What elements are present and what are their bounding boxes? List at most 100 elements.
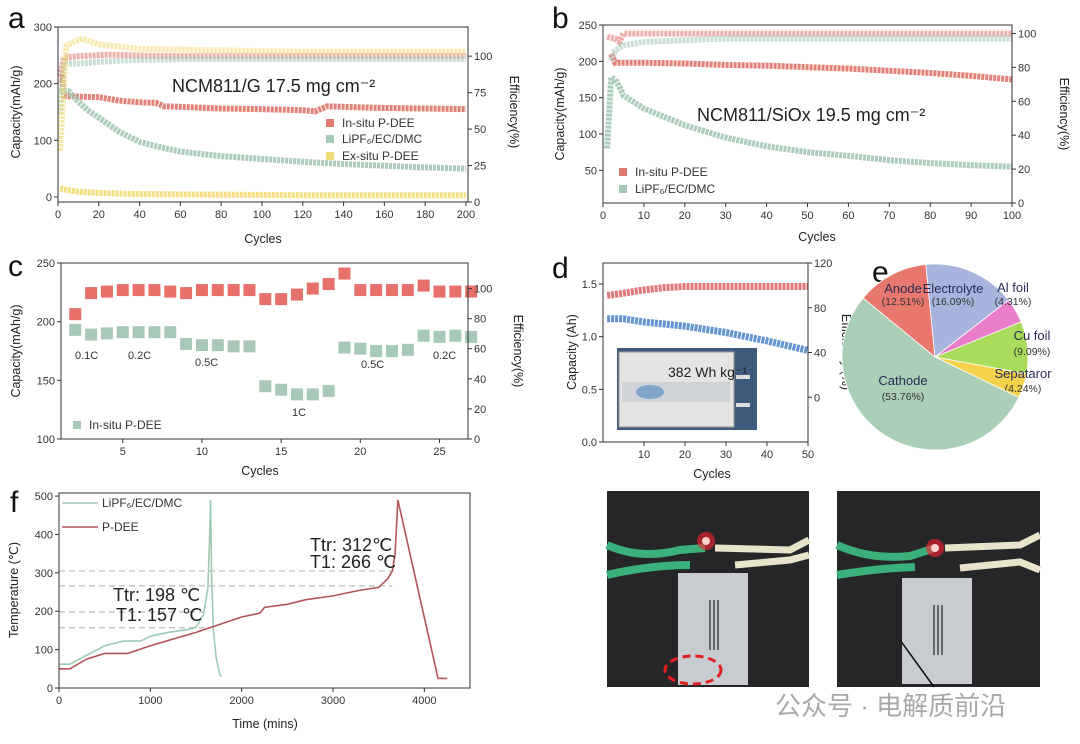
y-tick-label: 100: [35, 645, 53, 657]
x-axis-label: Cycles: [798, 230, 836, 244]
x-tick-label: 4000: [412, 695, 436, 707]
x-tick-label: 40: [761, 449, 773, 461]
panel-letter: a: [8, 2, 25, 35]
x-tick-label: 0: [56, 695, 62, 707]
data-point: [338, 267, 351, 280]
series-line: [59, 499, 448, 680]
legend-marker: [326, 135, 334, 143]
series-markers: [606, 30, 1012, 47]
legend-marker: [619, 168, 627, 176]
annotation: 1C: [292, 407, 306, 419]
y2-tick-label: 0: [474, 434, 480, 446]
legend-marker: [619, 185, 627, 193]
legend-label: In-situ P-DEE: [635, 165, 708, 179]
y-tick-label: 0.0: [582, 437, 597, 449]
legend-marker: [73, 421, 81, 429]
data-point: [227, 340, 240, 353]
x-tick-label: 50: [802, 449, 814, 461]
y-tick-label: 200: [37, 317, 55, 329]
data-point: [243, 340, 256, 353]
data-point: [164, 326, 177, 339]
annotation: 0.1C: [75, 350, 98, 362]
data-point: [465, 330, 478, 343]
series-markers: [57, 56, 466, 115]
x-tick-label: 30: [720, 449, 732, 461]
annotation: 0.2C: [433, 350, 456, 362]
data-point: [195, 284, 208, 297]
x-tick-label: 25: [433, 446, 445, 458]
data-point: [417, 329, 430, 342]
data-point: [259, 293, 272, 306]
data-point: [259, 380, 272, 393]
x-axis-label: Time (mins): [232, 717, 298, 731]
data-point: [322, 384, 335, 397]
y2-tick-label: 40: [814, 348, 826, 360]
y-tick-label: 0: [47, 683, 53, 695]
data-point: [243, 284, 256, 297]
panel-letter: c: [8, 250, 23, 283]
y-tick-label: 100: [579, 129, 597, 141]
pie-label: Sepataror: [994, 366, 1052, 381]
x-tick-label: 120: [294, 209, 312, 221]
x-tick-label: 20: [679, 210, 691, 222]
x-tick-label: 1000: [138, 695, 162, 707]
y-tick-label: 100: [34, 135, 52, 147]
pie-label: Anode: [884, 281, 922, 296]
x-tick-label: 50: [801, 210, 813, 222]
y-tick-label: 0: [46, 192, 52, 204]
x-tick-label: 10: [638, 449, 650, 461]
y-tick-label: 200: [35, 606, 53, 618]
data-point: [164, 285, 177, 298]
y-tick-label: 1.5: [582, 279, 597, 291]
annotation: Ttr: 312℃: [310, 535, 392, 555]
x-tick-label: 0: [600, 210, 606, 222]
pie-percent: (9.09%): [1014, 346, 1051, 358]
y-tick-label: 250: [579, 20, 597, 32]
data-point: [306, 282, 319, 295]
data-point: [211, 284, 224, 297]
x-tick-label: 140: [334, 209, 352, 221]
y2-tick-label: 60: [474, 344, 486, 356]
y2-axis-label: Efficiency(%): [511, 315, 525, 388]
annotation: NCM811/G 17.5 mg cm⁻²: [172, 76, 375, 96]
y-tick-label: 1.0: [582, 332, 597, 344]
data-point: [306, 388, 319, 401]
data-point: [132, 284, 145, 297]
pie-percent: (4.31%): [995, 296, 1032, 308]
nail-test-photo-before: [605, 491, 811, 687]
data-point: [85, 328, 98, 341]
x-tick-label: 30: [720, 210, 732, 222]
x-tick-label: 15: [275, 446, 287, 458]
y-axis-label: Capacity(mAh/g): [9, 304, 23, 397]
data-point: [132, 326, 145, 339]
y-tick-label: 400: [35, 529, 53, 541]
x-tick-label: 80: [924, 210, 936, 222]
annotation: T1: 266 ℃: [310, 552, 396, 572]
y2-tick-label: 60: [1018, 96, 1030, 108]
watermark: 公众号 · 电解质前沿: [775, 691, 1006, 721]
y2-tick-label: 20: [474, 404, 486, 416]
series-markers: [608, 52, 1013, 83]
y-tick-label: 250: [37, 258, 55, 270]
data-point: [148, 326, 161, 339]
legend-label: LiPF₆/EC/DMC: [635, 182, 716, 196]
data-point: [69, 308, 82, 321]
data-point: [290, 388, 303, 401]
y2-tick-label: 100: [474, 51, 492, 63]
data-point: [370, 345, 383, 357]
series-markers: [604, 72, 1013, 170]
x-tick-label: 0: [55, 209, 61, 221]
legend-label: In-situ P-DEE: [89, 418, 162, 432]
y-axis-label: Capacity(mAh/g): [9, 65, 23, 158]
y2-tick-label: 40: [474, 374, 486, 386]
x-axis-label: Cycles: [244, 232, 282, 246]
data-point: [401, 343, 414, 356]
legend-marker: [326, 119, 334, 127]
plot-frame: [58, 492, 471, 689]
data-point: [116, 326, 129, 339]
x-tick-label: 3000: [321, 695, 345, 707]
x-axis-label: Cycles: [693, 467, 731, 481]
data-point: [290, 288, 303, 301]
annotation: 0.5C: [195, 357, 218, 369]
